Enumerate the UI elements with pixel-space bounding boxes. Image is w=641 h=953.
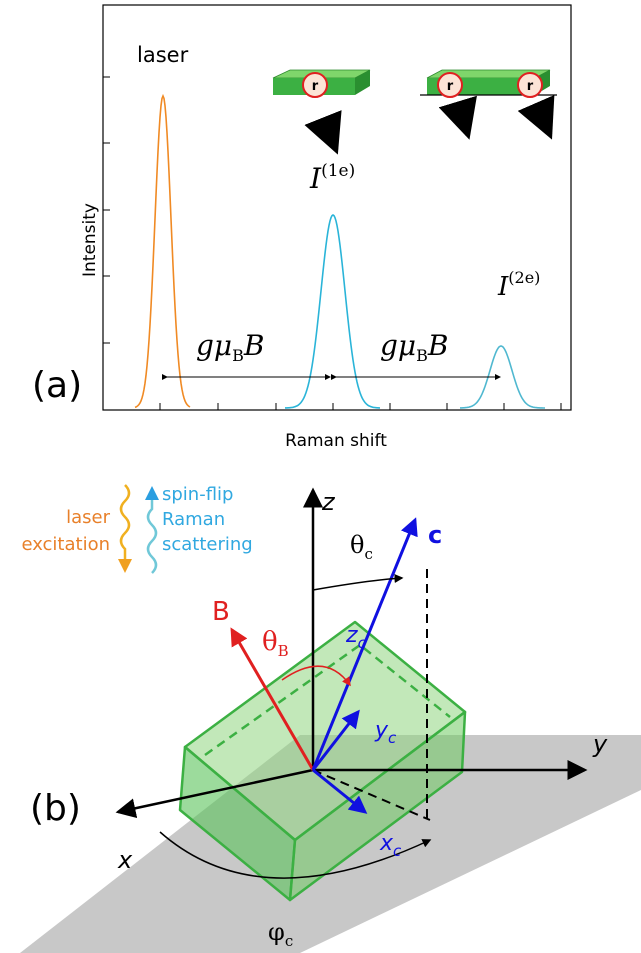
ticks <box>103 76 562 410</box>
peak-sup: (1e) <box>321 161 355 181</box>
angle-label: φc <box>268 918 293 950</box>
vector-label: B <box>212 597 230 627</box>
legend-text: excitation <box>21 534 110 555</box>
gap-sub: B <box>416 346 428 365</box>
crystal <box>178 620 467 902</box>
peak-main: I <box>497 272 509 302</box>
gap-post: B <box>427 329 449 362</box>
label-main: y <box>374 718 389 743</box>
spin-label: r <box>527 79 534 94</box>
gap-sub: B <box>232 346 244 365</box>
peaks <box>134 93 545 409</box>
yc-vector <box>311 709 360 771</box>
label-main: θ <box>262 627 278 657</box>
phi-c-arc <box>159 831 432 879</box>
laser-wave <box>119 484 131 561</box>
slab: r r <box>420 69 557 140</box>
panel-a: (a) laser Intensity Raman shift I(1e) I(… <box>32 4 572 451</box>
peak-main: I <box>309 162 322 195</box>
projection <box>312 769 431 821</box>
xc-vector <box>312 768 368 814</box>
angle-label: θB <box>262 627 289 660</box>
gap-post: B <box>243 329 265 362</box>
legend-text: laser <box>66 507 110 528</box>
label-sub: B <box>278 642 289 660</box>
frame <box>102 4 572 411</box>
spin-label: r <box>447 79 454 94</box>
legend-text: spin-flip <box>162 484 233 505</box>
gap-pre: gμ <box>380 329 416 362</box>
label-sub: c <box>393 842 402 860</box>
peak-label: I(1e) <box>309 161 355 195</box>
panel-b: laser excitation spin-flip Raman scatter… <box>20 484 641 953</box>
peak-2e <box>460 345 545 409</box>
label-main: x <box>379 831 394 856</box>
laser-arrowhead <box>118 559 132 573</box>
peak-label: I(2e) <box>497 268 540 302</box>
label-sub: c <box>388 729 397 747</box>
angle-label: θc <box>350 531 373 563</box>
panel-label: (a) <box>32 365 82 406</box>
label-main: φ <box>268 918 285 946</box>
peak-1e <box>285 214 380 409</box>
axis-label: z <box>321 488 336 516</box>
c-vector <box>311 517 418 771</box>
peak-sup: (2e) <box>508 268 540 287</box>
y-axis-label: Intensity <box>80 203 100 277</box>
raman-arrowhead <box>145 486 159 500</box>
label-main: z <box>345 623 358 648</box>
label-sub: c <box>364 545 372 563</box>
label-sub: c <box>358 634 367 652</box>
label-main: θ <box>350 531 364 559</box>
raman-wave <box>146 499 158 574</box>
gap-label: gμBB <box>380 329 448 365</box>
axis-label: x <box>117 846 133 874</box>
legend-text: Raman <box>162 509 225 530</box>
axis-label: yc <box>374 718 397 747</box>
x-axis <box>115 768 314 819</box>
x-axis-label: Raman shift <box>285 431 387 451</box>
theta-c-arc <box>312 573 404 591</box>
label-sub: c <box>285 932 293 950</box>
vector-label: c <box>428 521 442 549</box>
axis-label: xc <box>379 831 402 860</box>
laser-label: laser <box>137 43 189 67</box>
slab: r <box>272 69 371 155</box>
legend-text: scattering <box>162 534 253 555</box>
theta-b-arc <box>281 665 351 687</box>
panel-label: (b) <box>30 788 81 829</box>
axis-label: y <box>592 730 608 758</box>
spin-label: r <box>312 79 319 94</box>
gap-label: gμBB <box>196 329 264 365</box>
b-vector <box>230 627 315 771</box>
gap-pre: gμ <box>196 329 232 362</box>
axis-label: zc <box>345 623 367 652</box>
laser-peak <box>134 93 191 409</box>
